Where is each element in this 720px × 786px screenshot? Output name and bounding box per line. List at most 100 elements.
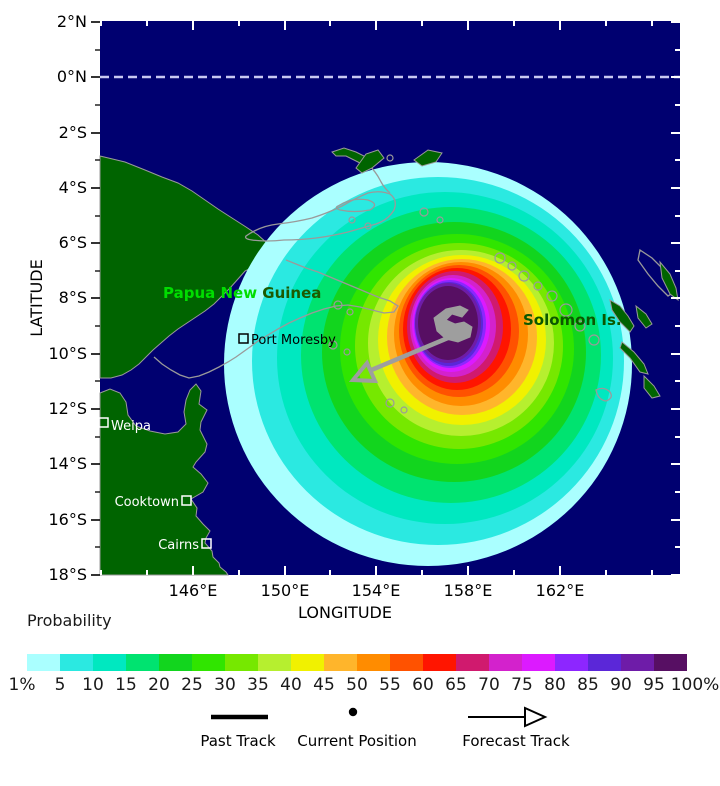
island-4 bbox=[635, 304, 653, 329]
solomon-islands-label: Solomon Is. bbox=[523, 311, 622, 329]
cyclone-current-position-symbol bbox=[433, 305, 473, 343]
colorbar-segment-15 bbox=[126, 654, 159, 671]
colorbar-segment-10 bbox=[93, 654, 126, 671]
x-tick-label: 146°E bbox=[169, 581, 218, 600]
island-contour-dot-14 bbox=[546, 290, 558, 302]
colorbar-segment-75 bbox=[522, 654, 555, 671]
island-contour-dot-7 bbox=[364, 222, 372, 230]
landmasses-layer bbox=[99, 155, 287, 576]
current-position-label: Current Position bbox=[297, 732, 417, 750]
coastline-contours-layer bbox=[153, 154, 675, 414]
island-contour-dot-4 bbox=[385, 398, 395, 408]
past-track-label: Past Track bbox=[200, 732, 276, 750]
guinea-label-part: Guinea bbox=[257, 284, 321, 302]
colorbar-title: Probability bbox=[27, 611, 112, 630]
colorbar-segment-70 bbox=[489, 654, 522, 671]
colorbar-segment-95 bbox=[654, 654, 687, 671]
colorbar-segment-5 bbox=[60, 654, 93, 671]
papua-new-label-part: Papua New bbox=[163, 284, 257, 302]
colorbar-label-85: 85 bbox=[577, 675, 599, 695]
island-contour-dot-13 bbox=[533, 281, 543, 291]
city-markers-layer: Port Moresby Weipa Cooktown Cairns bbox=[98, 333, 336, 553]
island-contour-dot-5 bbox=[400, 406, 408, 414]
colorbar-segment-20 bbox=[159, 654, 192, 671]
island-contour-dot-12 bbox=[518, 270, 530, 282]
colorbar-label-75: 75 bbox=[511, 675, 533, 695]
coastline-contour-3 bbox=[335, 198, 376, 213]
colorbar-label-70: 70 bbox=[478, 675, 500, 695]
island-contour-dot-2 bbox=[328, 340, 338, 350]
colorbar-segment-55 bbox=[390, 654, 423, 671]
island-contour-dot-11 bbox=[507, 261, 517, 271]
colorbar-label-35: 35 bbox=[247, 675, 269, 695]
landmass-papua-new-guinea bbox=[99, 155, 287, 379]
colorbar-label-90: 90 bbox=[610, 675, 632, 695]
y-tick-label: 16°S bbox=[48, 510, 87, 529]
island-6 bbox=[643, 374, 661, 399]
island-contour-dot-0 bbox=[333, 300, 343, 310]
x-tick-label: 154°E bbox=[352, 581, 401, 600]
colorbar-label-100%: 100% bbox=[671, 675, 720, 695]
probability-colorbar: 1% 5 10 15 20 25 30 35 40 45 50 55 60 65 70 75 80 85 90 95 1… bbox=[9, 654, 720, 695]
x-tick-label: 162°E bbox=[536, 581, 585, 600]
city-label-cairns: Cairns bbox=[158, 538, 199, 553]
city-label-cooktown: Cooktown bbox=[115, 495, 179, 510]
y-tick-label: 8°S bbox=[59, 288, 87, 307]
y-tick-label: 14°S bbox=[48, 454, 87, 473]
y-axis-title: LATITUDE bbox=[27, 259, 46, 336]
axis-ticks-layer bbox=[91, 21, 680, 576]
colorbar-label-65: 65 bbox=[445, 675, 467, 695]
y-tick-label: 6°S bbox=[59, 233, 87, 252]
colorbar-label-60: 60 bbox=[412, 675, 434, 695]
coastline-contour-1 bbox=[244, 191, 396, 242]
city-marker-cooktown bbox=[181, 495, 192, 506]
colorbar-label-30: 30 bbox=[214, 675, 236, 695]
colorbar-label-55: 55 bbox=[379, 675, 401, 695]
y-tick-label: 10°S bbox=[48, 344, 87, 363]
y-tick-label: 2°S bbox=[59, 123, 87, 142]
coastline-contour-5 bbox=[595, 387, 612, 402]
colorbar-label-25: 25 bbox=[181, 675, 203, 695]
colorbar-segment-1% bbox=[27, 654, 60, 671]
colorbar-label-45: 45 bbox=[313, 675, 335, 695]
x-tick-label: 150°E bbox=[261, 581, 310, 600]
colorbar-segment-50 bbox=[357, 654, 390, 671]
colorbar-label-10: 10 bbox=[82, 675, 104, 695]
island-contour-dot-18 bbox=[386, 154, 394, 162]
x-tick-label: 158°E bbox=[444, 581, 493, 600]
colorbar-segment-45 bbox=[324, 654, 357, 671]
colorbar-segment-35 bbox=[258, 654, 291, 671]
colorbar-label-1%: 1% bbox=[9, 675, 36, 695]
colorbar-label-40: 40 bbox=[280, 675, 302, 695]
colorbar-segment-25 bbox=[192, 654, 225, 671]
island-contour-dot-17 bbox=[588, 334, 600, 346]
axis-tick-labels-layer: 146°E 150°E 154°E 158°E 162°E 2°N 0°N 2°S 4°S 6°S… bbox=[48, 12, 584, 600]
colorbar-segment-65 bbox=[456, 654, 489, 671]
papua-new-guinea-label: Papua New Guinea bbox=[163, 284, 321, 302]
city-label-weipa: Weipa bbox=[111, 419, 151, 434]
island-contour-dot-3 bbox=[343, 348, 351, 356]
y-tick-label: 12°S bbox=[48, 399, 87, 418]
island-7 bbox=[659, 260, 679, 302]
island-contour-dot-6 bbox=[348, 216, 356, 224]
landmass-australia-cape-york bbox=[99, 383, 229, 576]
colorbar-segment-85 bbox=[588, 654, 621, 671]
city-marker-cairns bbox=[201, 538, 212, 549]
coastline-contour-0 bbox=[153, 259, 399, 379]
y-tick-label: 2°N bbox=[57, 12, 87, 31]
colorbar-segment-60 bbox=[423, 654, 456, 671]
island-contour-dot-16 bbox=[574, 320, 586, 332]
island-contour-dot-1 bbox=[346, 308, 354, 316]
island-contour-dot-15 bbox=[559, 303, 573, 317]
colorbar-label-80: 80 bbox=[544, 675, 566, 695]
forecast-track-arrowhead-symbol bbox=[524, 706, 548, 728]
colorbar-segment-80 bbox=[555, 654, 588, 671]
y-tick-label: 0°N bbox=[57, 67, 87, 86]
city-marker-port-moresby bbox=[238, 333, 249, 344]
colorbar-segment-30 bbox=[225, 654, 258, 671]
current-position-symbol bbox=[348, 707, 358, 717]
island-3 bbox=[609, 298, 635, 333]
colorbar-segment-90 bbox=[621, 654, 654, 671]
island-2 bbox=[355, 149, 385, 174]
